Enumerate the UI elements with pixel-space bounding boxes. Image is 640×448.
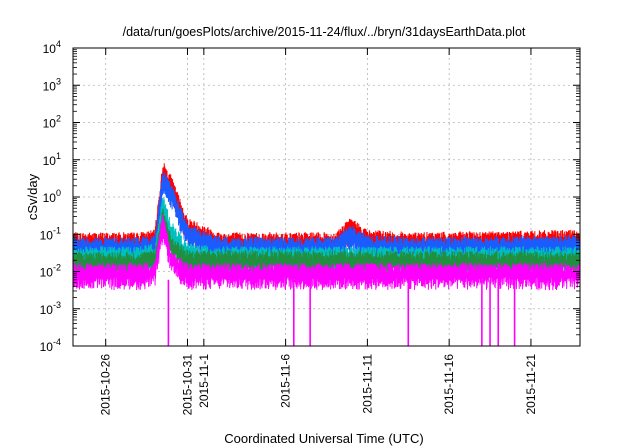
x-tick-label: 2015-11-21 xyxy=(524,354,538,415)
x-tick-label: 2015-11-11 xyxy=(360,354,374,414)
chart-title: /data/run/goesPlots/archive/2015-11-24/f… xyxy=(123,25,526,39)
x-tick-label: 2015-11-6 xyxy=(279,354,293,408)
y-axis-label: cSv/day xyxy=(25,173,40,220)
series-line-5 xyxy=(72,214,581,291)
x-axis-label: Coordinated Universal Time (UTC) xyxy=(224,431,423,446)
x-tick-label: 2015-11-16 xyxy=(442,354,456,415)
x-tick-label: 2015-10-26 xyxy=(99,354,113,416)
x-tick-label: 2015-11-1 xyxy=(197,354,211,408)
x-tick-label: 2015-10-31 xyxy=(180,354,194,416)
data-layer xyxy=(72,163,581,346)
